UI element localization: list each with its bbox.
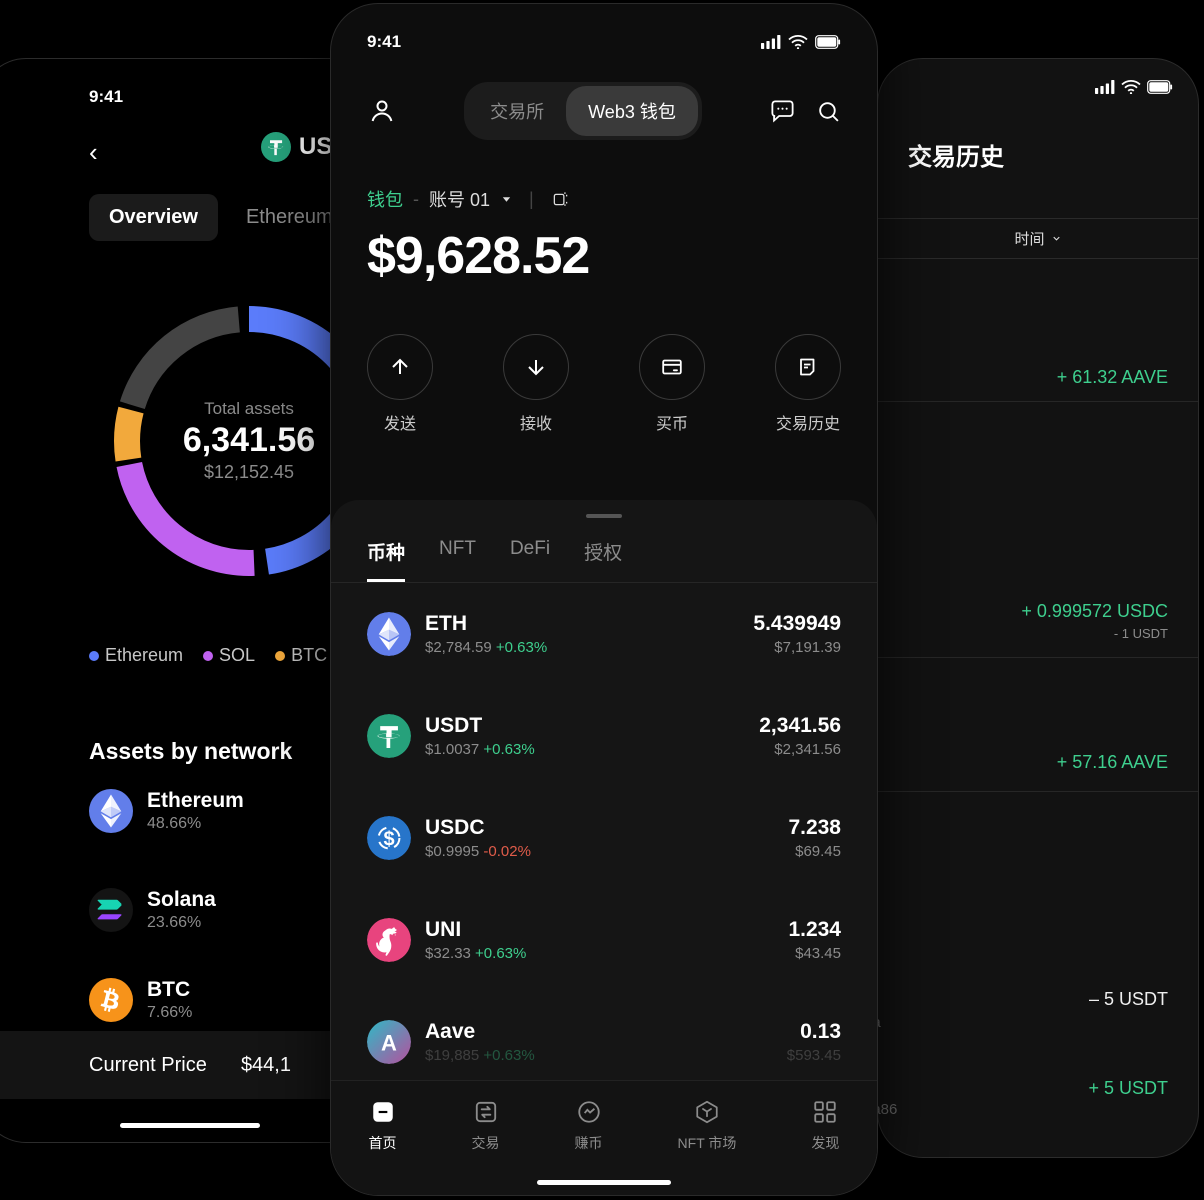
svg-text:$: $ — [383, 828, 394, 850]
svg-text:A: A — [381, 1030, 397, 1055]
